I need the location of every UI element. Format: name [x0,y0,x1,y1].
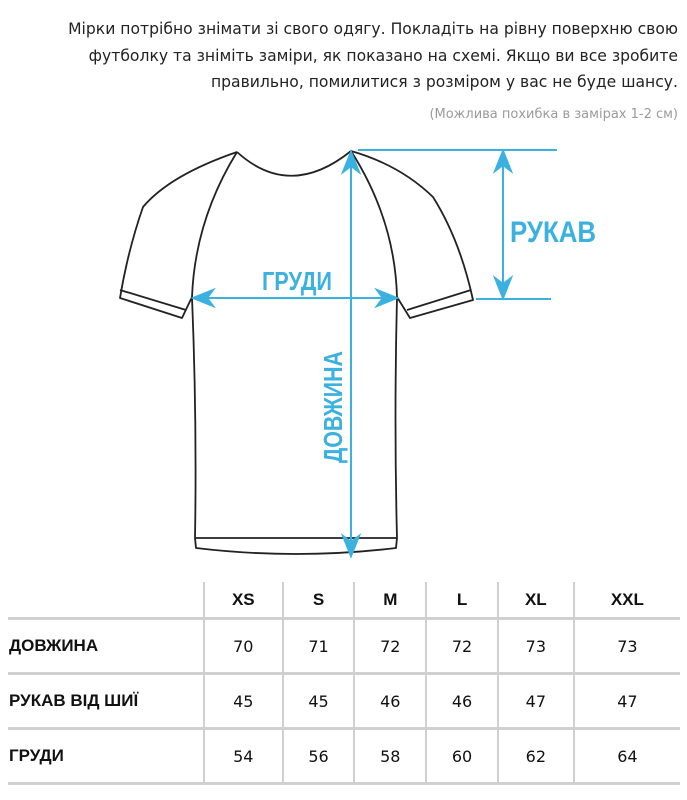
size-header: L [425,582,498,620]
tshirt-outline [119,150,474,555]
sleeve-arrow-bottom [492,275,514,301]
table-row-sleeve: РУКАВ ВІД ШИЇ 45 45 46 46 47 47 [8,673,680,730]
table-cell: 46 [353,673,427,730]
intro-text: Мірки потрібно знімати зі свого одягу. П… [68,20,678,91]
size-table: XS S M L XL XXL ДОВЖИНА 70 71 72 72 73 7… [8,582,680,785]
sleeve-arrow-top [492,148,514,174]
measurement-arrows [190,148,557,559]
length-label: ДОВЖИНА [318,351,348,463]
table-cell: 47 [572,673,680,730]
table-cell: 73 [572,618,680,675]
table-cell: 45 [281,673,355,730]
table-cell: 73 [496,618,574,675]
table-row-chest: ГРУДИ 54 56 58 60 62 64 [8,728,680,785]
row-label: ГРУДИ [8,728,204,785]
length-arrow-bottom [340,533,362,559]
table-cell: 47 [496,673,574,730]
tshirt-measurement-diagram: ГРУДИ РУКАВ ДОВЖИНА [119,148,596,559]
table-cell: 46 [425,673,498,730]
size-header: M [353,582,427,620]
table-cell: 70 [203,618,283,675]
chest-arrow-right [374,287,400,309]
size-header: XL [496,582,574,620]
size-header: XS [203,582,283,620]
chest-arrow-left [190,287,216,309]
table-cell: 45 [203,673,283,730]
chest-label: ГРУДИ [262,266,332,296]
table-cell: 71 [281,618,355,675]
table-cell: 62 [496,728,574,785]
table-cell: 64 [572,728,680,785]
row-label: РУКАВ ВІД ШИЇ [8,673,204,730]
length-arrow-top [340,149,362,175]
table-cell: 72 [353,618,427,675]
sleeve-label: РУКАВ [510,216,596,249]
table-cell: 72 [425,618,498,675]
table-cell: 60 [425,728,498,785]
table-cell: 58 [353,728,427,785]
size-header: S [281,582,355,620]
table-row-length: ДОВЖИНА 70 71 72 72 73 73 [8,618,680,675]
table-cell: 56 [281,728,355,785]
table-cell: 54 [203,728,283,785]
row-label: ДОВЖИНА [8,618,204,675]
size-header-row: XS S M L XL XXL [8,582,680,620]
measurement-note: (Можлива похибка в замірах 1-2 см) [429,107,678,122]
size-header: XXL [572,582,680,620]
